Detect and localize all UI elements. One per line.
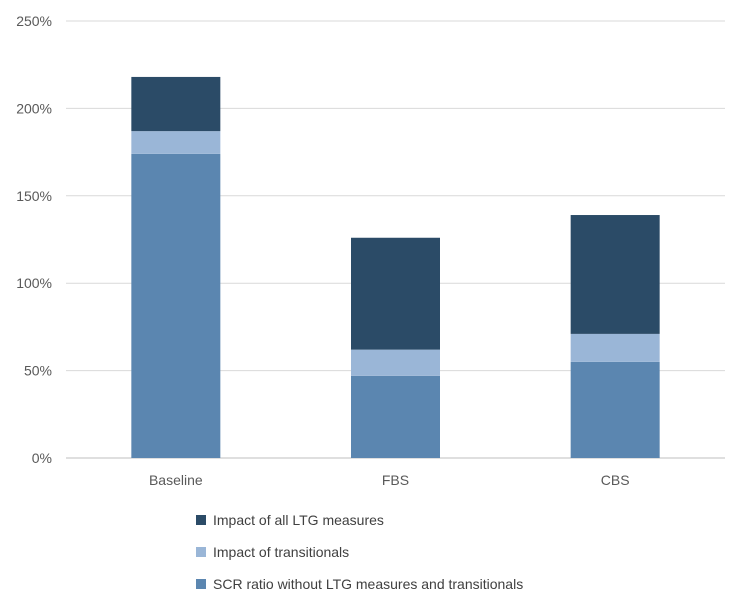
legend-label-scr-ratio: SCR ratio without LTG measures and trans… [213,576,524,592]
y-tick-label: 50% [24,363,52,379]
x-tick-label: CBS [601,472,630,488]
y-tick-label: 250% [16,13,52,29]
legend: Impact of all LTG measures Impact of tra… [196,509,616,605]
bar-segment-baseline-0 [131,153,221,458]
bars [131,76,660,458]
legend-item-scr-ratio: SCR ratio without LTG measures and trans… [196,573,616,595]
bar-segment-cbs-1 [570,333,660,362]
legend-swatch-transitionals [196,547,206,557]
legend-label-ltg-measures: Impact of all LTG measures [213,512,384,528]
bar-segment-baseline-1 [131,131,221,154]
legend-item-transitionals: Impact of transitionals [196,541,616,563]
bar-segment-fbs-2 [351,237,440,350]
y-tick-label: 200% [16,100,52,116]
y-tick-label: 0% [32,450,52,466]
stacked-bar-chart: 0% 50% 100% 150% 200% 250% Baseline FBS CBS [16,13,725,488]
x-axis: Baseline FBS CBS [149,472,630,488]
chart-container: 0% 50% 100% 150% 200% 250% Baseline FBS CBS Imp… [16,13,725,592]
legend-label-transitionals: Impact of transitionals [213,544,350,560]
x-tick-label: FBS [382,472,409,488]
legend-swatch-scr-ratio [196,579,206,589]
y-axis: 0% 50% 100% 150% 200% 250% [16,13,52,466]
bar-segment-baseline-2 [131,76,221,132]
bar-segment-cbs-2 [570,215,660,334]
bar-segment-cbs-0 [570,361,660,458]
bar-segment-fbs-0 [351,375,440,458]
bar-segment-fbs-1 [351,349,440,376]
y-tick-label: 100% [16,275,52,291]
legend-swatch-ltg-measures [196,515,206,525]
legend-item-ltg-measures: Impact of all LTG measures [196,509,616,531]
x-tick-label: Baseline [149,472,203,488]
y-tick-label: 150% [16,188,52,204]
